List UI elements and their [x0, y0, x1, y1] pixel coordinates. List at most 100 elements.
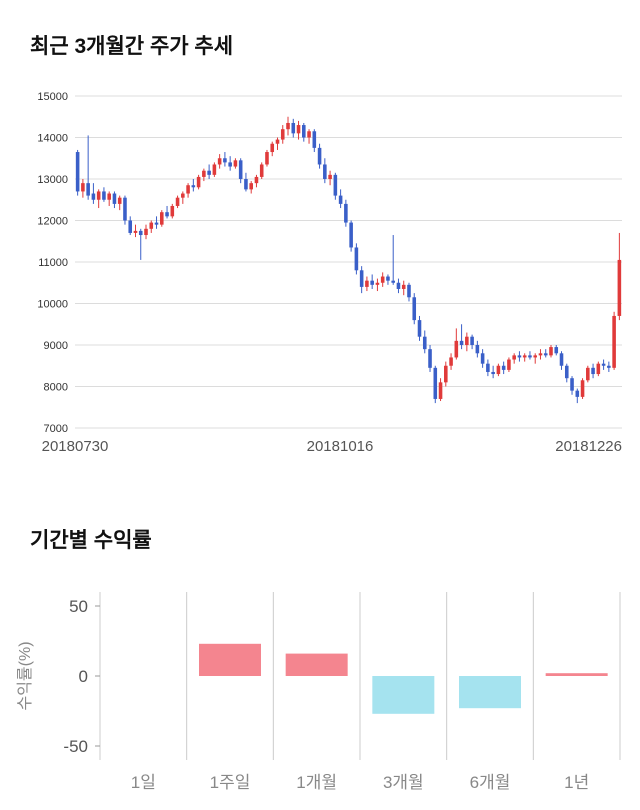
x-axis-label-mid: 20181016: [306, 438, 374, 455]
y-tick-label: 8000: [44, 382, 68, 394]
candle-body: [323, 164, 327, 179]
candle-body: [470, 336, 474, 345]
y-axis-title: 수익률(%): [16, 641, 34, 710]
candle-body: [344, 203, 348, 223]
candle-body: [617, 259, 622, 316]
candle-body: [444, 365, 448, 383]
y-tick-label: 11000: [38, 257, 68, 269]
candle-body: [533, 355, 538, 358]
candle-body: [144, 228, 148, 236]
candle-body: [244, 179, 248, 190]
candle-body: [291, 122, 296, 134]
candle-body: [149, 222, 154, 229]
candle-body: [349, 222, 353, 248]
candle-body: [607, 365, 611, 368]
candle-body: [233, 160, 238, 167]
candle-body: [86, 183, 90, 196]
candle-body: [401, 284, 406, 289]
candle-body: [465, 336, 469, 345]
y-tick-label: -50: [63, 737, 88, 756]
candle-body: [317, 147, 322, 165]
y-tick-label: 15000: [37, 91, 68, 103]
return-bar: [545, 673, 608, 676]
candle-body: [486, 363, 490, 372]
price-chart-x-axis: 20180730 20181016 20181226: [0, 438, 640, 468]
candle-body: [254, 176, 259, 184]
candle-body: [396, 282, 401, 289]
candle-body: [312, 131, 317, 148]
candle-body: [454, 340, 459, 358]
category-label: 3개월: [383, 773, 424, 792]
candle-body: [491, 371, 495, 375]
candle-body: [96, 191, 101, 200]
candle-body: [128, 220, 133, 233]
candle-body: [365, 280, 369, 287]
candle-body: [165, 212, 169, 217]
candle-body: [228, 162, 232, 167]
candle-body: [538, 353, 543, 356]
candle-body: [249, 183, 253, 190]
candle-body: [380, 276, 385, 283]
y-tick-label: 7000: [44, 423, 68, 432]
x-axis-label-start: 20180730: [41, 438, 109, 455]
candle-body: [133, 230, 138, 233]
candle-body: [107, 193, 111, 200]
candle-body: [333, 174, 338, 196]
candle-body: [212, 164, 217, 175]
candle-body: [391, 280, 395, 283]
candle-body: [559, 353, 564, 366]
returns-chart-title: 기간별 수익률: [30, 529, 152, 552]
y-tick-label: 13000: [37, 174, 68, 186]
y-tick-label: 50: [69, 597, 88, 616]
price-candlestick-chart: 7000 8000 9000 10000 11000 12000 13000 14000 150…: [37, 91, 622, 432]
candle-body: [438, 382, 443, 399]
candle-body: [302, 125, 306, 138]
candle-body: [575, 390, 580, 397]
y-tick-label: 12000: [37, 216, 68, 228]
candle-body: [528, 355, 532, 358]
candle-body: [270, 143, 275, 153]
category-label: 6개월: [470, 773, 511, 792]
return-bar: [372, 676, 435, 714]
candle-body: [459, 340, 464, 345]
candle-body: [328, 174, 332, 179]
y-tick-label: 10000: [37, 299, 68, 311]
category-label: 1개월: [296, 773, 337, 792]
candle-body: [354, 247, 359, 271]
candle-body: [407, 284, 411, 298]
candle-body: [375, 282, 380, 285]
candle-body: [417, 320, 422, 337]
candle-body: [501, 365, 506, 370]
candle-body: [280, 129, 285, 140]
candle-body: [543, 353, 548, 356]
candle-body: [75, 152, 80, 192]
candle-body: [475, 345, 480, 354]
candle-body: [202, 170, 206, 177]
candle-body: [422, 336, 427, 350]
candle-body: [138, 230, 143, 236]
candle-body: [196, 176, 201, 188]
x-axis-label-end: 20181226: [555, 438, 622, 455]
candle-body: [238, 160, 243, 179]
candle-body: [359, 270, 364, 287]
candle-body: [81, 183, 85, 192]
candle-body: [154, 222, 159, 225]
candle-body: [217, 158, 222, 165]
y-tick-label: 9000: [44, 340, 68, 352]
candle-body: [591, 367, 595, 375]
return-bar: [285, 653, 348, 676]
candle-body: [159, 212, 164, 225]
candle-body: [507, 359, 511, 370]
candle-body: [412, 297, 417, 321]
candle-body: [307, 131, 311, 138]
candle-body: [554, 347, 559, 354]
candle-body: [517, 355, 522, 358]
candle-body: [112, 193, 117, 204]
candle-body: [181, 193, 185, 198]
candle-body: [580, 380, 585, 397]
category-label: 1년: [564, 773, 589, 792]
candle-body: [117, 197, 122, 204]
candle-body: [596, 363, 601, 375]
candle-body: [296, 125, 301, 134]
